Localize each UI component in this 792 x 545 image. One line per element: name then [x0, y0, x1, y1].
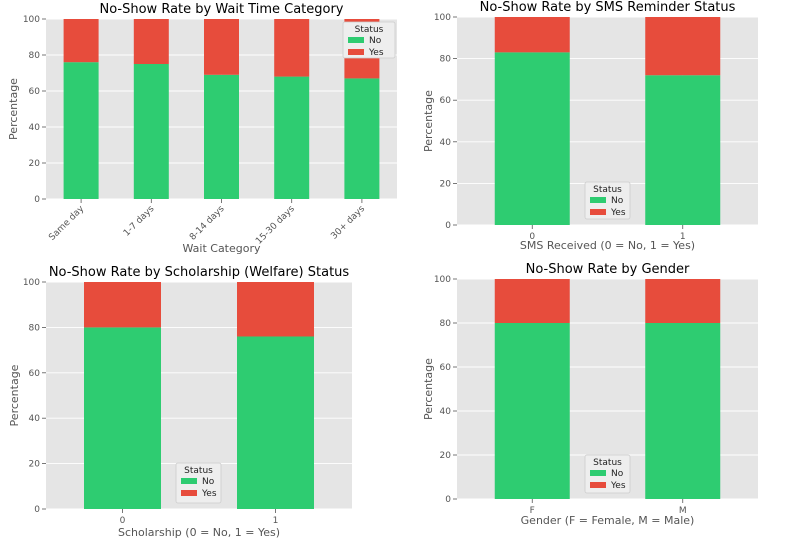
legend-label-yes: Yes: [610, 208, 626, 218]
y-tick-label: 40: [29, 123, 41, 133]
y-tick-label: 80: [29, 51, 41, 61]
bar-no-30+-days: [344, 78, 380, 199]
legend-swatch-yes: [590, 209, 606, 215]
y-tick-label: 60: [29, 87, 41, 97]
bar-yes-same-day: [63, 19, 99, 63]
x-tick-label: 15-30 days: [254, 204, 297, 247]
y-tick-label: 40: [440, 407, 452, 417]
legend-swatch-no: [348, 37, 364, 43]
y-tick-label: 20: [440, 179, 452, 189]
y-tick-label: 0: [445, 495, 451, 505]
bar-no-f: [494, 323, 570, 499]
chart-panel-1: 0 20 40 60 80 100 Same day 1-7 days 8-14 days 15-…: [7, 2, 397, 255]
bar-no-1-7-days: [133, 64, 169, 199]
x-tick-label: 1-7 days: [122, 204, 157, 239]
y-tick-label: 60: [29, 369, 41, 379]
chart-panel-4: 0 20 40 60 80 100 F M No-Show Rate by Gender Gend…: [422, 262, 758, 527]
x-tick-label: 1: [273, 516, 279, 526]
y-tick-label: 40: [29, 414, 41, 424]
y-tick-label: 60: [440, 96, 452, 106]
y-tick-label: 60: [440, 363, 452, 373]
y-tick-label: 100: [23, 15, 40, 25]
legend-label-no: No: [611, 196, 624, 206]
legend-label-yes: Yes: [368, 48, 384, 58]
legend-title: Status: [593, 185, 622, 195]
legend-label-no: No: [611, 469, 624, 479]
legend-swatch-yes: [181, 490, 197, 496]
y-tick-label: 100: [434, 275, 451, 285]
bar-yes-1-7-days: [133, 19, 169, 64]
bar-yes-0: [84, 282, 161, 328]
legend-label-yes: Yes: [201, 489, 217, 499]
bar-no-1: [645, 75, 721, 226]
legend-swatch-yes: [348, 49, 364, 55]
y-tick-label: 80: [440, 319, 452, 329]
y-axis-label: Percentage: [7, 78, 20, 140]
bar-yes-m: [645, 279, 721, 323]
bar-no-0: [494, 52, 570, 225]
x-axis-label: Gender (F = Female, M = Male): [521, 514, 695, 527]
y-axis-label: Percentage: [422, 358, 435, 420]
bar-no-same-day: [63, 62, 99, 200]
bar-yes-1: [237, 282, 314, 337]
bar-yes-f: [494, 279, 570, 323]
bar-no-1: [237, 336, 314, 509]
legend-label-no: No: [369, 36, 382, 46]
y-tick-label: 0: [34, 505, 40, 515]
bar-yes-1: [645, 17, 721, 76]
bar-no-m: [645, 323, 721, 499]
y-tick-label: 40: [440, 138, 452, 148]
legend-swatch-no: [590, 197, 606, 203]
y-tick-label: 100: [23, 278, 40, 288]
chart-title: No-Show Rate by SMS Reminder Status: [480, 0, 736, 15]
x-tick-label: 0: [120, 516, 126, 526]
legend-label-no: No: [202, 477, 215, 487]
bar-yes-8-14-days: [204, 19, 239, 75]
y-tick-label: 20: [440, 451, 452, 461]
legend-swatch-yes: [590, 482, 606, 488]
chart-panel-3: 0 20 40 60 80 100 0 1 No-Show Rate by Scholarshi…: [8, 265, 352, 539]
y-tick-label: 20: [29, 159, 41, 169]
x-axis-label: SMS Received (0 = No, 1 = Yes): [520, 239, 695, 252]
chart-panel-2: 0 20 40 60 80 100 0 1 No-Show Rate by SMS Remind…: [422, 0, 758, 252]
legend-title: Status: [184, 466, 213, 476]
x-tick-label: F: [530, 506, 535, 516]
x-axis-label: Wait Category: [182, 242, 261, 255]
legend-title: Status: [593, 458, 622, 468]
legend-swatch-no: [590, 470, 606, 476]
y-tick-label: 0: [445, 221, 451, 231]
y-tick-label: 80: [440, 55, 452, 65]
y-tick-label: 20: [29, 460, 41, 470]
y-tick-label: 0: [34, 195, 40, 205]
legend-swatch-no: [181, 478, 197, 484]
x-tick-label: 1: [680, 232, 686, 242]
bar-no-0: [84, 327, 161, 509]
y-tick-label: 80: [29, 323, 41, 333]
x-tick-label: 0: [529, 232, 535, 242]
bar-no-8-14-days: [204, 74, 239, 199]
chart-title: No-Show Rate by Gender: [526, 262, 690, 277]
x-tick-label: Same day: [47, 204, 86, 243]
bar-yes-15-30-days: [274, 19, 310, 77]
bar-no-15-30-days: [274, 76, 310, 199]
x-tick-label: 30+ days: [329, 204, 367, 242]
x-tick-label: M: [679, 506, 687, 516]
y-axis-label: Percentage: [8, 364, 21, 426]
y-axis-label: Percentage: [422, 90, 435, 152]
legend-label-yes: Yes: [610, 481, 626, 491]
legend-title: Status: [355, 25, 384, 35]
chart-title: No-Show Rate by Scholarship (Welfare) St…: [49, 265, 350, 280]
chart-title: No-Show Rate by Wait Time Category: [100, 2, 344, 17]
x-axis-label: Scholarship (0 = No, 1 = Yes): [118, 526, 280, 539]
x-tick-label: 8-14 days: [188, 204, 227, 243]
bar-yes-0: [494, 17, 570, 53]
y-tick-label: 100: [434, 13, 451, 23]
